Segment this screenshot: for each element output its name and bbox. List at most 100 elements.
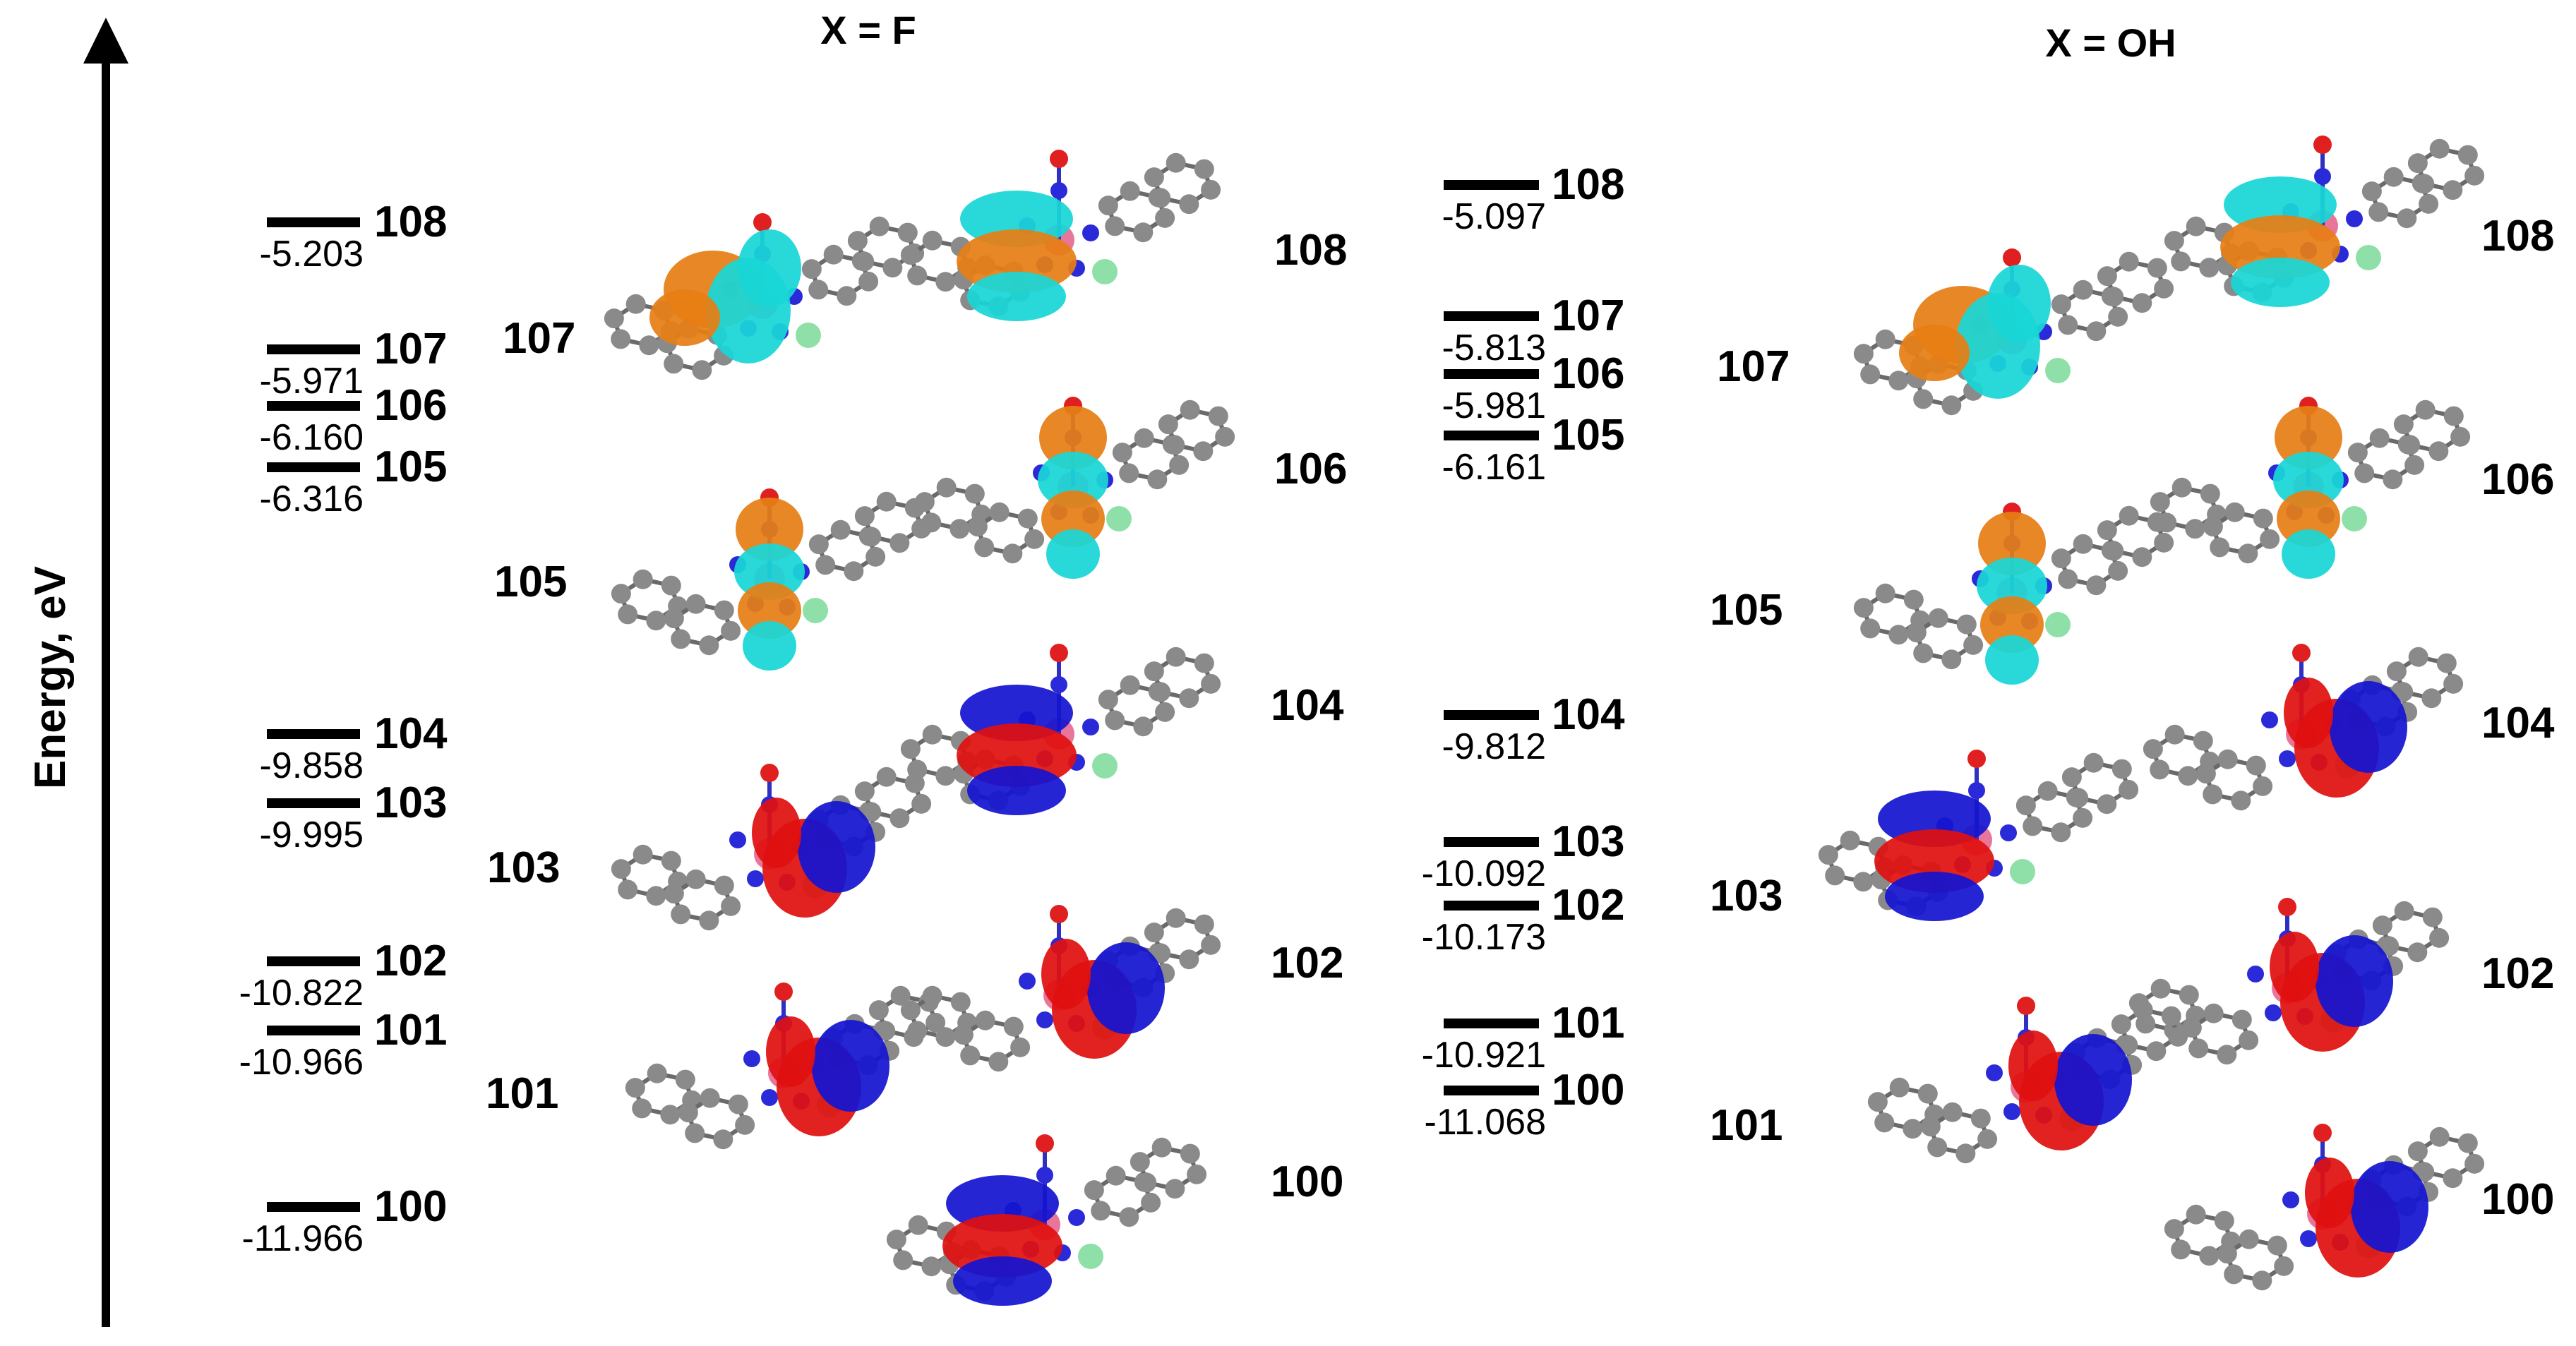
orbital-number: 100 — [1552, 1066, 1624, 1114]
carbon-atom — [2119, 251, 2139, 272]
carbon-atom — [886, 1230, 906, 1250]
carbon-atom — [2143, 739, 2163, 759]
carbon-atom — [1194, 653, 1214, 673]
carbon-atom — [854, 781, 875, 802]
carbon-atom — [2150, 978, 2171, 999]
nitrogen-atom — [1036, 1011, 1053, 1028]
carbon-atom — [1165, 1179, 1185, 1199]
halogen-atom — [2342, 506, 2367, 531]
orbital-number: 104 — [1552, 690, 1625, 739]
halogen-atom — [803, 598, 828, 623]
carbon-atom — [2073, 280, 2093, 300]
orbital-plot-label: 102 — [1271, 939, 1343, 987]
carbon-atom — [1860, 364, 1881, 385]
orbital-lobe — [967, 766, 1066, 815]
orbital-number: 105 — [374, 443, 447, 491]
halogen-atom — [1078, 1244, 1103, 1269]
halogen-atom — [1092, 259, 1118, 284]
energy-value: -9.858 — [260, 745, 364, 786]
orbital-lobe — [1977, 558, 2047, 614]
carbon-atom — [2443, 406, 2464, 426]
orbital-lobe — [2224, 176, 2337, 233]
carbon-atom — [889, 808, 910, 829]
orbital-lobe — [1041, 939, 1091, 1009]
nitrogen-atom — [1050, 182, 1067, 199]
carbon-atom — [1169, 455, 1190, 475]
carbon-atom — [2400, 435, 2421, 455]
carbon-atom — [1130, 1152, 1150, 1172]
carbon-atom — [1215, 426, 1235, 447]
carbon-atom — [714, 875, 734, 896]
carbon-atom — [633, 569, 653, 589]
orbital-lobe — [738, 229, 801, 307]
oxygen-atom — [753, 213, 772, 232]
carbon-atom — [854, 506, 875, 527]
carbon-atom — [2154, 278, 2174, 299]
carbon-atom — [661, 851, 681, 871]
carbon-atom — [2368, 202, 2389, 222]
energy-value: -6.161 — [1442, 447, 1546, 488]
orbital-lobe — [1978, 512, 2046, 575]
carbon-atom — [646, 886, 666, 906]
carbon-atom — [2210, 537, 2230, 558]
carbon-atom — [685, 869, 706, 889]
carbon-atom — [1875, 583, 1895, 603]
nitrogen-atom — [2314, 168, 2331, 185]
orbital-lobe — [2273, 452, 2344, 508]
carbon-atom — [2246, 755, 2266, 776]
energy-level: 101-10.921 — [1422, 999, 1625, 1076]
carbon-atom — [1144, 167, 1164, 188]
carbon-atom — [2186, 216, 2206, 236]
orbital-plot: 102 — [2128, 898, 2554, 1065]
orbital-plot-label: 102 — [2481, 949, 2554, 998]
carbon-atom — [2217, 749, 2238, 769]
oxygen-atom — [774, 983, 793, 1001]
orbital-plot: 108 — [900, 150, 1347, 321]
carbon-atom — [2186, 1204, 2206, 1225]
orbital-plots-panel-f: 107 108 105 106 103 104 101 102 100 — [486, 150, 1347, 1306]
carbon-atom — [935, 1027, 956, 1047]
orbital-plot: 107 — [1717, 248, 2174, 416]
carbon-atom — [900, 1000, 921, 1021]
carbon-atom — [713, 1129, 733, 1150]
carbon-atom — [1155, 702, 1175, 722]
orbital-plot-label: 105 — [494, 558, 567, 606]
carbon-atom — [721, 620, 741, 641]
carbon-atom — [2051, 294, 2071, 315]
carbon-atom — [2217, 1045, 2237, 1065]
carbon-atom — [685, 594, 706, 614]
nitrogen-atom — [743, 1050, 760, 1067]
carbon-atom — [671, 629, 691, 649]
carbon-atom — [865, 546, 886, 567]
carbon-atom — [2386, 661, 2407, 682]
carbon-atom — [1970, 1108, 1991, 1129]
carbon-atom — [921, 512, 942, 533]
orbital-lobe — [2305, 1158, 2354, 1228]
carbon-atom — [823, 244, 844, 265]
carbon-atom — [2111, 759, 2132, 779]
orbital-lobe — [2316, 935, 2393, 1027]
energy-level: 100-11.068 — [1424, 1066, 1624, 1143]
carbon-atom — [1194, 914, 1214, 935]
carbon-atom — [1903, 1119, 1923, 1139]
carbon-atom — [1098, 690, 1118, 710]
orbital-plot-label: 101 — [1710, 1101, 1783, 1150]
energy-value: -9.995 — [260, 815, 364, 855]
carbon-atom — [2154, 532, 2174, 553]
orbital-plot-label: 107 — [503, 314, 575, 363]
energy-value: -11.966 — [241, 1218, 364, 1259]
carbon-atom — [967, 517, 988, 537]
orbital-plot: 107 — [503, 213, 925, 380]
carbon-atom — [914, 492, 935, 512]
carbon-atom — [2203, 784, 2223, 805]
energy-value: -5.813 — [1442, 328, 1546, 368]
nitrogen-atom — [1036, 1167, 1053, 1184]
carbon-atom — [2407, 942, 2428, 963]
carbon-atom — [890, 985, 911, 1006]
carbon-atom — [922, 985, 942, 1006]
carbon-atom — [2464, 165, 2485, 186]
carbon-atom — [2383, 469, 2403, 490]
orbital-lobe — [752, 798, 801, 868]
energy-value: -10.822 — [239, 973, 364, 1014]
orbital-plot-label: 108 — [2481, 212, 2554, 260]
